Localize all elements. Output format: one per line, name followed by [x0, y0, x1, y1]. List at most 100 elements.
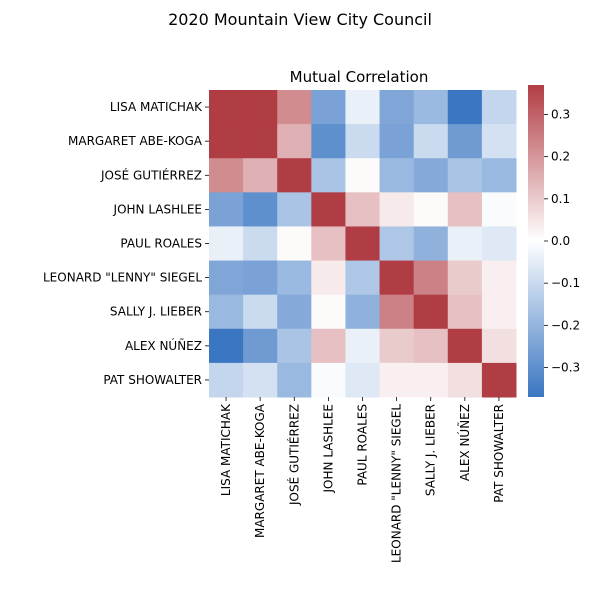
heatmap-cell [311, 158, 346, 193]
heatmap-cell [277, 90, 312, 125]
heatmap-cell [413, 192, 449, 227]
heatmap-cell [209, 328, 244, 364]
heatmap-cell [243, 328, 278, 364]
heatmap-cell [447, 124, 483, 159]
heatmap-cell [481, 328, 517, 364]
heatmap-cell [345, 158, 381, 193]
heatmap-cell [277, 226, 312, 262]
y-tick-label: JOSÉ GUTIÉRREZ [100, 167, 202, 182]
chart-title: Mutual Correlation [290, 68, 429, 86]
heatmap-cell [481, 124, 517, 159]
x-tick-labels: LISA MATICHAK MARGARET ABE-KOGA JOSÉ GUTIÉ… [219, 397, 506, 563]
x-tick-label: PAT SHOWALTER [492, 404, 506, 503]
colorbar-ticks: −0.3 −0.2 −0.1 0.0 0.1 0.2 0.3 [544, 108, 580, 374]
heatmap-cell [311, 226, 346, 262]
heatmap-cell [379, 90, 415, 125]
x-tick-label: PAUL ROALES [356, 404, 370, 486]
heatmap-cell [345, 226, 381, 262]
heatmap-cell [379, 294, 415, 330]
heatmap-cell [413, 226, 449, 262]
heatmap-cell [277, 260, 312, 296]
y-tick-label: MARGARET ABE-KOGA [68, 134, 203, 148]
heatmap-cell [209, 294, 244, 330]
heatmap-cell [447, 226, 483, 262]
heatmap-cell [379, 260, 415, 296]
heatmap-cell [277, 294, 312, 330]
heatmap-cell [209, 362, 244, 398]
heatmap-cell [277, 192, 312, 227]
heatmap-cell [413, 260, 449, 296]
heatmap-cell [311, 362, 346, 398]
colorbar-tick-label: −0.2 [551, 318, 580, 332]
heatmap-cell [345, 90, 381, 125]
x-tick-label: JOSÉ GUTIÉRREZ [286, 404, 301, 506]
heatmap-cell [447, 192, 483, 227]
heatmap-cell [413, 90, 449, 125]
heatmap-cells [209, 90, 517, 398]
heatmap-cell [447, 294, 483, 330]
colorbar-tick-label: 0.0 [551, 234, 570, 248]
heatmap-cell [209, 192, 244, 227]
heatmap-cell [277, 362, 312, 398]
heatmap-cell [345, 362, 381, 398]
colorbar [528, 85, 544, 397]
heatmap-cell [243, 362, 278, 398]
heatmap-cell [481, 294, 517, 330]
heatmap-cell [379, 192, 415, 227]
heatmap-cell [311, 90, 346, 125]
heatmap-cell [481, 158, 517, 193]
heatmap-cell [447, 158, 483, 193]
heatmap-cell [379, 124, 415, 159]
heatmap-cell [447, 90, 483, 125]
x-tick-label: MARGARET ABE-KOGA [253, 403, 267, 538]
heatmap-cell [379, 328, 415, 364]
heatmap-cell [447, 328, 483, 364]
heatmap-cell [345, 294, 381, 330]
colorbar-tick-label: 0.1 [551, 192, 570, 206]
heatmap-cell [243, 226, 278, 262]
x-tick-label: SALLY J. LIEBER [424, 404, 438, 496]
heatmap-cell [311, 124, 346, 159]
heatmap-cell [243, 192, 278, 227]
heatmap-cell [243, 124, 278, 159]
colorbar-tick-label: −0.1 [551, 276, 580, 290]
colorbar-tick-label: 0.2 [551, 150, 570, 164]
heatmap-cell [481, 90, 517, 125]
heatmap-cell [481, 260, 517, 296]
heatmap-cell [311, 260, 346, 296]
heatmap-cell [277, 124, 312, 159]
heatmap-cell [243, 294, 278, 330]
heatmap-cell [311, 328, 346, 364]
heatmap-cell [413, 124, 449, 159]
heatmap-cell [413, 362, 449, 398]
heatmap-cell [277, 328, 312, 364]
heatmap-cell [481, 226, 517, 262]
heatmap-cell [345, 260, 381, 296]
heatmap-cell [209, 124, 244, 159]
y-tick-label: PAT SHOWALTER [103, 373, 202, 387]
colorbar-tick-label: 0.3 [551, 108, 570, 122]
x-tick-label: ALEX NÚÑEZ [457, 404, 472, 481]
heatmap-cell [345, 124, 381, 159]
heatmap-cell [379, 158, 415, 193]
heatmap-cell [209, 226, 244, 262]
heatmap-cell [447, 362, 483, 398]
heatmap-cell [345, 328, 381, 364]
y-tick-label: SALLY J. LIEBER [110, 305, 202, 319]
x-tick-label: LISA MATICHAK [219, 403, 233, 496]
heatmap-cell [413, 294, 449, 330]
heatmap-cell [379, 362, 415, 398]
heatmap-cell [481, 192, 517, 227]
heatmap-cell [379, 226, 415, 262]
y-tick-labels: LISA MATICHAK MARGARET ABE-KOGA JOSÉ GUTIÉ… [43, 100, 209, 387]
heatmap-cell [209, 90, 244, 125]
y-tick-label: JOHN LASHLEE [113, 202, 202, 216]
y-tick-label: LEONARD "LENNY" SIEGEL [43, 271, 202, 285]
heatmap-cell [209, 158, 244, 193]
figure-suptitle: 2020 Mountain View City Council [168, 10, 432, 29]
x-tick-label: LEONARD "LENNY" SIEGEL [390, 404, 404, 563]
heatmap-cell [243, 90, 278, 125]
heatmap-cell [413, 328, 449, 364]
colorbar-tick-label: −0.3 [551, 360, 580, 374]
